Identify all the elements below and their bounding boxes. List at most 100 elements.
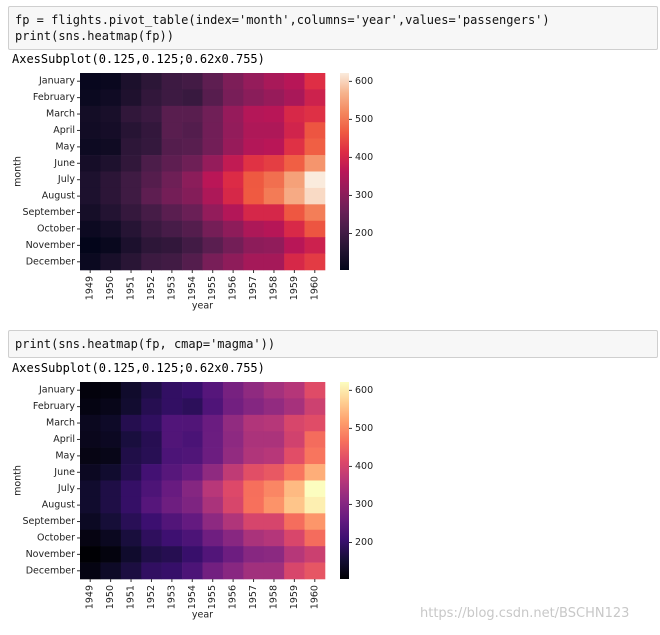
heatmap-cell <box>120 398 142 416</box>
heatmap-cell <box>243 398 265 416</box>
heatmap-cell <box>161 105 183 123</box>
heatmap-cell <box>304 187 326 205</box>
heatmap-cell <box>182 73 203 90</box>
colorbar-tick-label: 600 <box>355 76 373 87</box>
heatmap-cell <box>263 89 285 107</box>
heatmap-cell <box>202 382 224 399</box>
x-tick-label: 1954 <box>187 276 198 300</box>
heatmap-cell <box>120 447 142 465</box>
heatmap-cell <box>202 414 224 432</box>
heatmap-cell <box>80 398 101 416</box>
heatmap-cell <box>120 562 142 580</box>
heatmap-cell <box>243 253 265 271</box>
colorbar-tick-label: 500 <box>355 423 373 434</box>
code-cell[interactable]: print(sns.heatmap(fp, cmap='magma')) <box>8 330 658 358</box>
heatmap-cell <box>120 546 142 563</box>
heatmap-cell <box>141 414 162 432</box>
heatmap-cell <box>202 204 224 222</box>
x-tick-label: 1953 <box>166 585 177 609</box>
heatmap-cell <box>304 464 326 481</box>
heatmap-cell <box>284 105 305 123</box>
heatmap-cell <box>161 155 183 172</box>
heatmap-cell <box>202 171 224 189</box>
heatmap-cell <box>304 382 326 399</box>
colorbar-tick-label: 400 <box>355 461 373 472</box>
x-tick-label: 1958 <box>268 585 279 609</box>
heatmap-cell <box>222 220 244 238</box>
heatmap-cell <box>182 237 203 254</box>
heatmap-cell <box>100 562 122 580</box>
heatmap-cell <box>182 89 203 107</box>
heatmap-cell <box>80 237 101 254</box>
heatmap-cell <box>202 105 224 123</box>
heatmap-cell <box>80 562 101 580</box>
heatmap-cell <box>222 89 244 107</box>
heatmap-cell <box>120 496 142 514</box>
heatmap-cell <box>141 253 162 271</box>
heatmap-cell <box>304 529 326 547</box>
y-tick-label: February <box>33 401 75 412</box>
cell-output: AxesSubplot(0.125,0.125;0.62x0.755) <box>12 361 265 375</box>
x-tick-label: 1959 <box>289 276 300 300</box>
heatmap-cell <box>141 89 162 107</box>
heatmap-cell <box>284 204 305 222</box>
heatmap-cell <box>182 480 203 498</box>
heatmap-cell <box>161 382 183 399</box>
x-tick-label: 1960 <box>309 585 320 609</box>
heatmap-cell <box>161 253 183 271</box>
heatmap-cell <box>243 382 265 399</box>
heatmap-chart: January February March April May June July Augu… <box>13 73 373 312</box>
y-tick-label: November <box>26 549 76 560</box>
heatmap-cell <box>243 171 265 189</box>
heatmap-cell <box>161 237 183 254</box>
heatmap-cell <box>243 138 265 156</box>
heatmap-cell <box>243 513 265 531</box>
heatmap-cell <box>304 414 326 432</box>
heatmap-cell <box>120 464 142 481</box>
heatmap-cell <box>263 105 285 123</box>
heatmap-cell <box>243 447 265 465</box>
colorbar-tick-label: 400 <box>355 152 373 163</box>
heatmap-cell <box>263 496 285 514</box>
heatmap-cell <box>80 513 101 531</box>
x-tick-label: 1952 <box>146 276 157 300</box>
heatmap-cell <box>243 204 265 222</box>
x-tick-label: 1955 <box>207 585 218 609</box>
y-tick-label: November <box>26 240 76 251</box>
heatmap-cell <box>263 73 285 90</box>
heatmap-cell <box>222 122 244 139</box>
x-tick-label: 1953 <box>166 276 177 300</box>
heatmap-cell <box>161 138 183 156</box>
heatmap-cell <box>243 89 265 107</box>
heatmap-cell <box>284 187 305 205</box>
heatmap-cell <box>304 562 326 580</box>
heatmap-cell <box>222 187 244 205</box>
heatmap-cell <box>161 171 183 189</box>
heatmap-cell <box>202 447 224 465</box>
heatmap-cell <box>202 546 224 563</box>
y-tick-label: August <box>42 191 76 202</box>
heatmap-cell <box>161 220 183 238</box>
x-tick-label: 1951 <box>126 585 137 609</box>
heatmap-cell <box>222 546 244 563</box>
heatmap-cell <box>141 155 162 172</box>
heatmap-cell <box>243 464 265 481</box>
code-cell[interactable]: fp = flights.pivot_table(index='month',c… <box>8 6 658 50</box>
heatmap-cell <box>284 447 305 465</box>
heatmap-cell <box>304 496 326 514</box>
y-tick-label: October <box>37 223 75 234</box>
heatmap-cell <box>100 122 122 139</box>
heatmap-cell <box>80 171 101 189</box>
heatmap-cell <box>202 398 224 416</box>
heatmap-cell <box>243 105 265 123</box>
heatmap-cell <box>304 155 326 172</box>
heatmap-cell <box>284 171 305 189</box>
heatmap-cell <box>304 546 326 563</box>
heatmap-cell <box>141 529 162 547</box>
y-tick-label: September <box>22 207 75 218</box>
x-axis-label: year <box>192 301 213 312</box>
heatmap-cell <box>284 237 305 254</box>
heatmap-cell <box>243 480 265 498</box>
heatmap-cell <box>100 155 122 172</box>
